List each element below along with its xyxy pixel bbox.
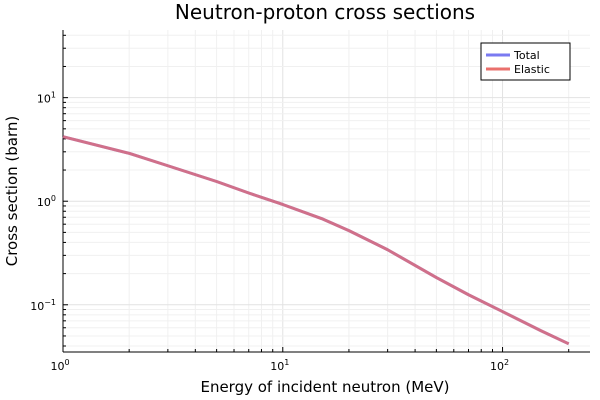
x-tick-label: 101	[270, 358, 289, 373]
series-lines	[62, 135, 570, 346]
ticks: 100 101 102 10−1 100 101	[30, 34, 570, 373]
legend-label-total: Total	[513, 49, 540, 62]
y-axis-label: Cross section (barn)	[3, 116, 21, 267]
chart-title: Neutron-proton cross sections	[175, 0, 475, 24]
x-tick-label: 102	[490, 358, 509, 373]
y-tick-label: 100	[37, 194, 56, 209]
x-axis-label: Energy of incident neutron (MeV)	[200, 378, 449, 396]
y-tick-label: 10−1	[30, 298, 56, 313]
x-tick-label: 100	[50, 358, 69, 373]
legend-box	[480, 42, 571, 81]
series-line-elastic	[62, 135, 570, 346]
legend-label-elastic: Elastic	[514, 63, 550, 76]
y-tick-label: 101	[37, 91, 56, 106]
